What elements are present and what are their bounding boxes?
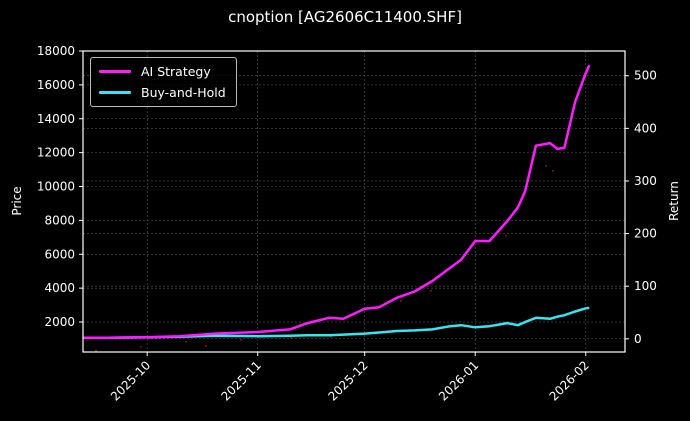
- svg-text:12000: 12000: [37, 146, 75, 160]
- svg-text:100: 100: [634, 279, 657, 293]
- y-axis-right: 0 100 200 300 400 500: [625, 69, 657, 346]
- svg-text:2026-01: 2026-01: [436, 358, 481, 403]
- chart-title: cnoption [AG2606C11400.SHF]: [228, 8, 462, 26]
- svg-text:0: 0: [634, 332, 642, 346]
- svg-text:14000: 14000: [37, 112, 75, 126]
- price-markers: [95, 165, 554, 352]
- svg-text:2026-02: 2026-02: [547, 358, 592, 403]
- y-axis-left-label: Price: [10, 186, 24, 215]
- legend-label: AI Strategy: [141, 63, 211, 79]
- y-axis-right-label: Return: [667, 181, 681, 221]
- axes-frame: [82, 50, 626, 353]
- legend-swatch-ai-strategy: [99, 69, 131, 73]
- svg-text:2025-11: 2025-11: [218, 358, 263, 403]
- svg-text:16000: 16000: [37, 78, 75, 92]
- svg-text:4000: 4000: [44, 281, 75, 295]
- svg-text:400: 400: [634, 121, 657, 135]
- svg-text:2000: 2000: [44, 315, 75, 329]
- svg-text:200: 200: [634, 227, 657, 241]
- svg-text:300: 300: [634, 174, 657, 188]
- legend-swatch-buy-and-hold: [99, 90, 131, 94]
- legend-item-buy-and-hold: Buy-and-Hold: [99, 82, 226, 102]
- legend-label: Buy-and-Hold: [141, 84, 226, 100]
- y-axis-left: 2000 4000 6000 8000 10000 12000 14000 16000 1800…: [37, 44, 83, 329]
- series-line-buy-and-hold: [83, 306, 590, 340]
- series-lines: [83, 64, 591, 340]
- svg-text:8000: 8000: [44, 213, 75, 227]
- svg-text:6000: 6000: [44, 247, 75, 261]
- svg-text:2025-10: 2025-10: [108, 358, 153, 403]
- x-axis: 2025-10 2025-11 2025-12 2026-01 2026-02: [108, 352, 592, 404]
- svg-text:18000: 18000: [37, 44, 75, 58]
- legend: AI Strategy Buy-and-Hold: [90, 57, 237, 107]
- series-line-ai-strategy: [83, 64, 591, 340]
- svg-text:500: 500: [634, 69, 657, 83]
- svg-text:2025-12: 2025-12: [325, 358, 370, 403]
- legend-item-ai-strategy: AI Strategy: [99, 61, 211, 81]
- svg-text:10000: 10000: [37, 180, 75, 194]
